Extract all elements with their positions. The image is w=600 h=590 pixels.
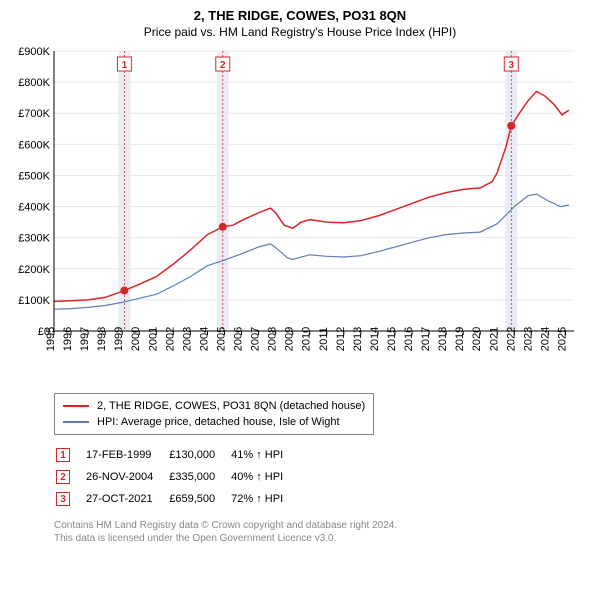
table-row: 2 26-NOV-2004£335,00040% ↑ HPI [56,467,297,487]
sale-num: 2 [56,467,84,487]
svg-text:2008: 2008 [267,327,279,351]
svg-text:£500K: £500K [18,170,50,182]
svg-text:1: 1 [122,60,128,71]
svg-text:2005: 2005 [215,327,227,351]
svg-text:£900K: £900K [18,47,50,58]
table-row: 3 27-OCT-2021£659,50072% ↑ HPI [56,489,297,509]
sale-date: 27-OCT-2021 [86,489,167,509]
legend: 2, THE RIDGE, COWES, PO31 8QN (detached … [54,393,374,435]
svg-text:2003: 2003 [181,327,193,351]
svg-text:£700K: £700K [18,108,50,120]
chart-subtitle: Price paid vs. HM Land Registry's House … [12,25,588,39]
svg-text:1998: 1998 [96,327,108,351]
chart-area: £0£100K£200K£300K£400K£500K£600K£700K£80… [12,47,588,387]
sale-date: 26-NOV-2004 [86,467,167,487]
sale-num: 1 [56,445,84,465]
svg-text:2024: 2024 [539,327,551,351]
footer-line-1: Contains HM Land Registry data © Crown c… [54,519,588,532]
svg-text:2009: 2009 [284,327,296,351]
sale-marker-icon: 3 [56,492,70,506]
legend-label: 2, THE RIDGE, COWES, PO31 8QN (detached … [97,400,365,412]
svg-text:£400K: £400K [18,202,50,214]
sale-num: 3 [56,489,84,509]
svg-text:1995: 1995 [45,327,57,351]
svg-text:£800K: £800K [18,77,50,89]
legend-swatch [63,421,89,423]
svg-text:2025: 2025 [556,327,568,351]
svg-text:2002: 2002 [164,327,176,351]
sale-delta: 72% ↑ HPI [231,489,297,509]
footer-line-2: This data is licensed under the Open Gov… [54,532,588,545]
legend-item: HPI: Average price, detached house, Isle… [63,414,365,430]
svg-text:2018: 2018 [437,327,449,351]
sale-price: £659,500 [169,489,229,509]
svg-text:1996: 1996 [62,327,74,351]
svg-text:2: 2 [220,60,226,71]
svg-text:£300K: £300K [18,233,50,245]
sale-price: £130,000 [169,445,229,465]
sale-marker-icon: 2 [56,470,70,484]
sale-price: £335,000 [169,467,229,487]
svg-text:3: 3 [508,60,514,71]
svg-text:£600K: £600K [18,139,50,151]
svg-text:2010: 2010 [301,327,313,351]
svg-text:£100K: £100K [18,295,50,307]
svg-text:2022: 2022 [505,327,517,351]
svg-text:2023: 2023 [522,327,534,351]
svg-text:2012: 2012 [335,327,347,351]
svg-text:2021: 2021 [488,327,500,351]
svg-text:2007: 2007 [250,327,262,351]
svg-text:£200K: £200K [18,264,50,276]
svg-text:1999: 1999 [113,327,125,351]
svg-text:2014: 2014 [369,327,381,351]
legend-item: 2, THE RIDGE, COWES, PO31 8QN (detached … [63,398,365,414]
svg-text:2020: 2020 [471,327,483,351]
footer-attribution: Contains HM Land Registry data © Crown c… [54,519,588,545]
legend-swatch [63,405,89,407]
svg-text:2019: 2019 [454,327,466,351]
svg-text:2016: 2016 [403,327,415,351]
chart-title: 2, THE RIDGE, COWES, PO31 8QN [12,8,588,23]
svg-text:1997: 1997 [79,327,91,351]
sales-table: 1 17-FEB-1999£130,00041% ↑ HPI 2 26-NOV-200… [54,443,299,511]
sale-date: 17-FEB-1999 [86,445,167,465]
table-row: 1 17-FEB-1999£130,00041% ↑ HPI [56,445,297,465]
svg-text:2011: 2011 [318,327,330,351]
sale-delta: 41% ↑ HPI [231,445,297,465]
svg-text:2006: 2006 [233,327,245,351]
sale-marker-icon: 1 [56,448,70,462]
svg-text:2015: 2015 [386,327,398,351]
svg-text:2013: 2013 [352,327,364,351]
svg-text:2000: 2000 [130,327,142,351]
sale-delta: 40% ↑ HPI [231,467,297,487]
svg-text:2004: 2004 [198,327,210,351]
svg-text:2017: 2017 [420,327,432,351]
legend-label: HPI: Average price, detached house, Isle… [97,416,340,428]
line-chart: £0£100K£200K£300K£400K£500K£600K£700K£80… [12,47,588,387]
svg-text:2001: 2001 [147,327,159,351]
